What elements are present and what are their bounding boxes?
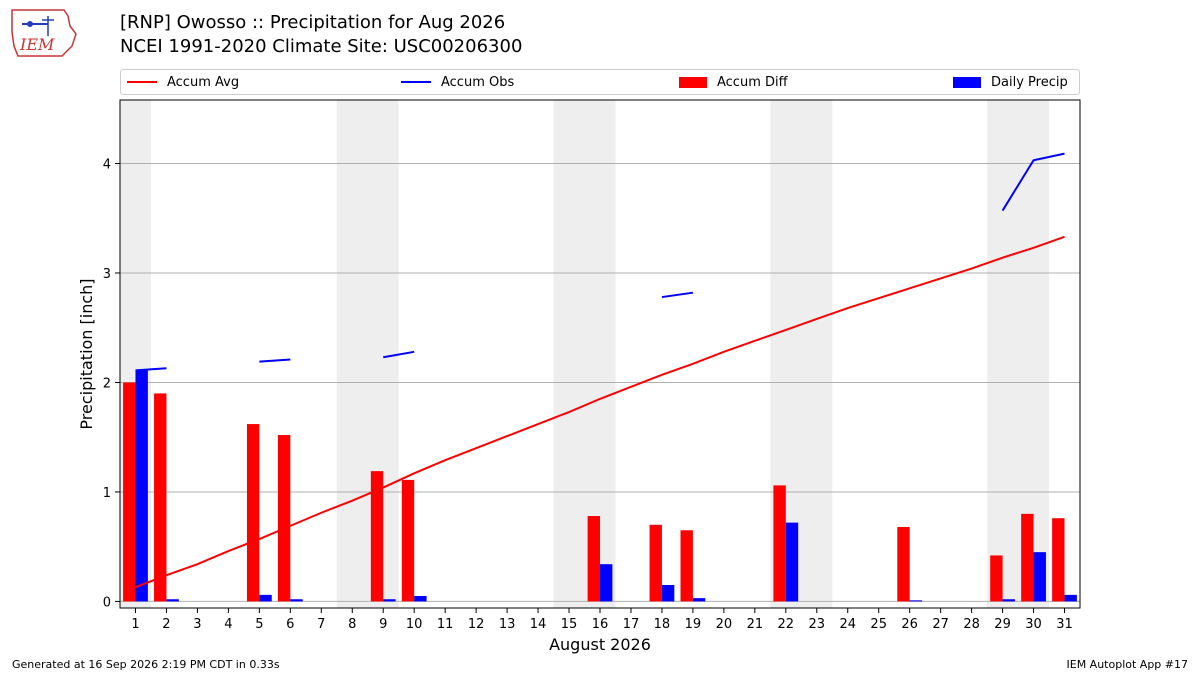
bar-accum-diff-day-18 (649, 524, 662, 602)
bar-accum-diff-day-19 (680, 530, 693, 602)
x-tick-label-28: 28 (963, 617, 980, 632)
bar-daily-precip-day-6 (290, 599, 303, 602)
bar-accum-diff-day-6 (277, 435, 291, 602)
bar-accum-diff-day-2 (154, 393, 167, 602)
legend-label-daily-precip: Daily Precip (991, 74, 1068, 90)
x-tick-label-13: 13 (499, 617, 516, 632)
bar-accum-diff-day-5 (246, 424, 260, 602)
x-tick-label-16: 16 (592, 617, 609, 632)
x-axis-label: August 2026 (549, 635, 651, 654)
generated-timestamp: Generated at 16 Sep 2026 2:19 PM CDT in … (12, 658, 280, 671)
bar-accum-diff-day-29 (990, 555, 1003, 602)
bar-accum-diff-day-26 (897, 526, 910, 602)
legend-item-accum-diff: Accum Diff (679, 70, 788, 94)
x-tick-label-20: 20 (716, 617, 733, 632)
x-tick-label-18: 18 (654, 617, 671, 632)
iem-logo: IEM (11, 9, 77, 57)
bar-daily-precip-day-9 (383, 599, 396, 602)
x-tick-label-21: 21 (747, 617, 764, 632)
legend-item-accum-avg: Accum Avg (127, 70, 239, 94)
line-accum-obs-segment-2 (259, 358, 291, 363)
x-tick-label-5: 5 (255, 617, 263, 632)
autoplot-app-label: IEM Autoplot App #17 (1066, 658, 1189, 671)
bar-daily-precip-day-29 (1002, 599, 1015, 602)
bar-accum-diff-day-16 (587, 516, 600, 602)
legend-item-accum-obs: Accum Obs (401, 70, 514, 94)
x-tick-label-25: 25 (870, 617, 887, 632)
weekend-band-3 (553, 100, 616, 608)
x-tick-label-14: 14 (530, 617, 547, 632)
legend-swatch-accum-diff (679, 76, 707, 88)
bar-accum-diff-day-31 (1052, 518, 1065, 602)
legend-label-accum-obs: Accum Obs (441, 74, 515, 90)
x-tick-label-30: 30 (1025, 617, 1042, 632)
x-tick-label-11: 11 (437, 617, 454, 632)
x-tick-label-12: 12 (468, 617, 485, 632)
legend-label-accum-diff: Accum Diff (717, 74, 788, 90)
bar-accum-diff-day-10 (401, 479, 415, 602)
logo-text: IEM (19, 35, 55, 54)
y-tick-label-0: 0 (103, 595, 111, 610)
x-tick-label-31: 31 (1056, 617, 1073, 632)
x-tick-label-23: 23 (809, 617, 826, 632)
bar-daily-precip-day-18 (661, 585, 675, 602)
chart-title: [RNP] Owosso :: Precipitation for Aug 20… (120, 12, 506, 33)
legend-item-daily-precip: Daily Precip (953, 70, 1068, 94)
x-tick-label-2: 2 (162, 617, 170, 632)
bar-accum-diff-day-30 (1021, 513, 1034, 602)
line-accum-obs-segment-3 (383, 350, 415, 359)
x-tick-label-17: 17 (623, 617, 640, 632)
y-tick-label-2: 2 (103, 376, 111, 391)
x-tick-label-6: 6 (286, 617, 294, 632)
line-accum-obs-segment-5 (1001, 152, 1065, 212)
x-tick-label-24: 24 (839, 617, 856, 632)
x-tick-label-10: 10 (406, 617, 423, 632)
x-tick-label-15: 15 (561, 617, 578, 632)
bar-daily-precip-day-26 (909, 600, 923, 602)
legend-label-accum-avg: Accum Avg (167, 74, 240, 90)
line-accum-avg (135, 235, 1065, 589)
x-tick-label-3: 3 (193, 617, 201, 632)
line-accum-obs-segment-4 (661, 291, 694, 299)
legend-swatch-daily-precip (953, 76, 981, 88)
legend-swatch-accum-avg (127, 81, 157, 83)
bar-daily-precip-day-30 (1033, 552, 1046, 602)
x-tick-label-27: 27 (932, 617, 949, 632)
chart-legend: Accum Avg Accum Obs Accum Diff Daily Pre… (120, 69, 1080, 95)
bar-accum-diff-day-1 (123, 382, 136, 602)
weekend-band-5 (987, 100, 1050, 608)
bar-daily-precip-day-16 (600, 564, 613, 602)
bar-daily-precip-day-2 (166, 599, 179, 602)
x-tick-label-26: 26 (901, 617, 918, 632)
bar-accum-diff-day-9 (370, 471, 384, 602)
x-tick-label-29: 29 (994, 617, 1011, 632)
legend-swatch-accum-obs (401, 81, 431, 83)
y-axis-label: Precipitation [inch] (77, 278, 96, 429)
y-tick-label-1: 1 (103, 486, 111, 501)
x-tick-label-4: 4 (224, 617, 232, 632)
bar-daily-precip-day-1 (135, 370, 148, 602)
x-tick-label-7: 7 (317, 617, 325, 632)
bar-daily-precip-day-22 (785, 522, 799, 602)
bar-daily-precip-day-10 (414, 595, 427, 602)
y-tick-label-3: 3 (103, 267, 111, 282)
bar-daily-precip-day-19 (692, 598, 706, 602)
y-tick-label-4: 4 (103, 158, 111, 173)
x-tick-label-1: 1 (131, 617, 139, 632)
x-tick-label-8: 8 (348, 617, 356, 632)
bar-daily-precip-day-5 (259, 594, 272, 602)
x-tick-label-19: 19 (685, 617, 702, 632)
x-tick-label-22: 22 (778, 617, 795, 632)
x-tick-label-9: 9 (379, 617, 387, 632)
line-accum-obs-segment-1 (135, 367, 167, 372)
bar-daily-precip-day-31 (1064, 594, 1077, 602)
weekend-band-2 (336, 100, 399, 608)
chart-subtitle: NCEI 1991-2020 Climate Site: USC00206300 (120, 36, 523, 57)
bar-accum-diff-day-22 (773, 485, 786, 602)
